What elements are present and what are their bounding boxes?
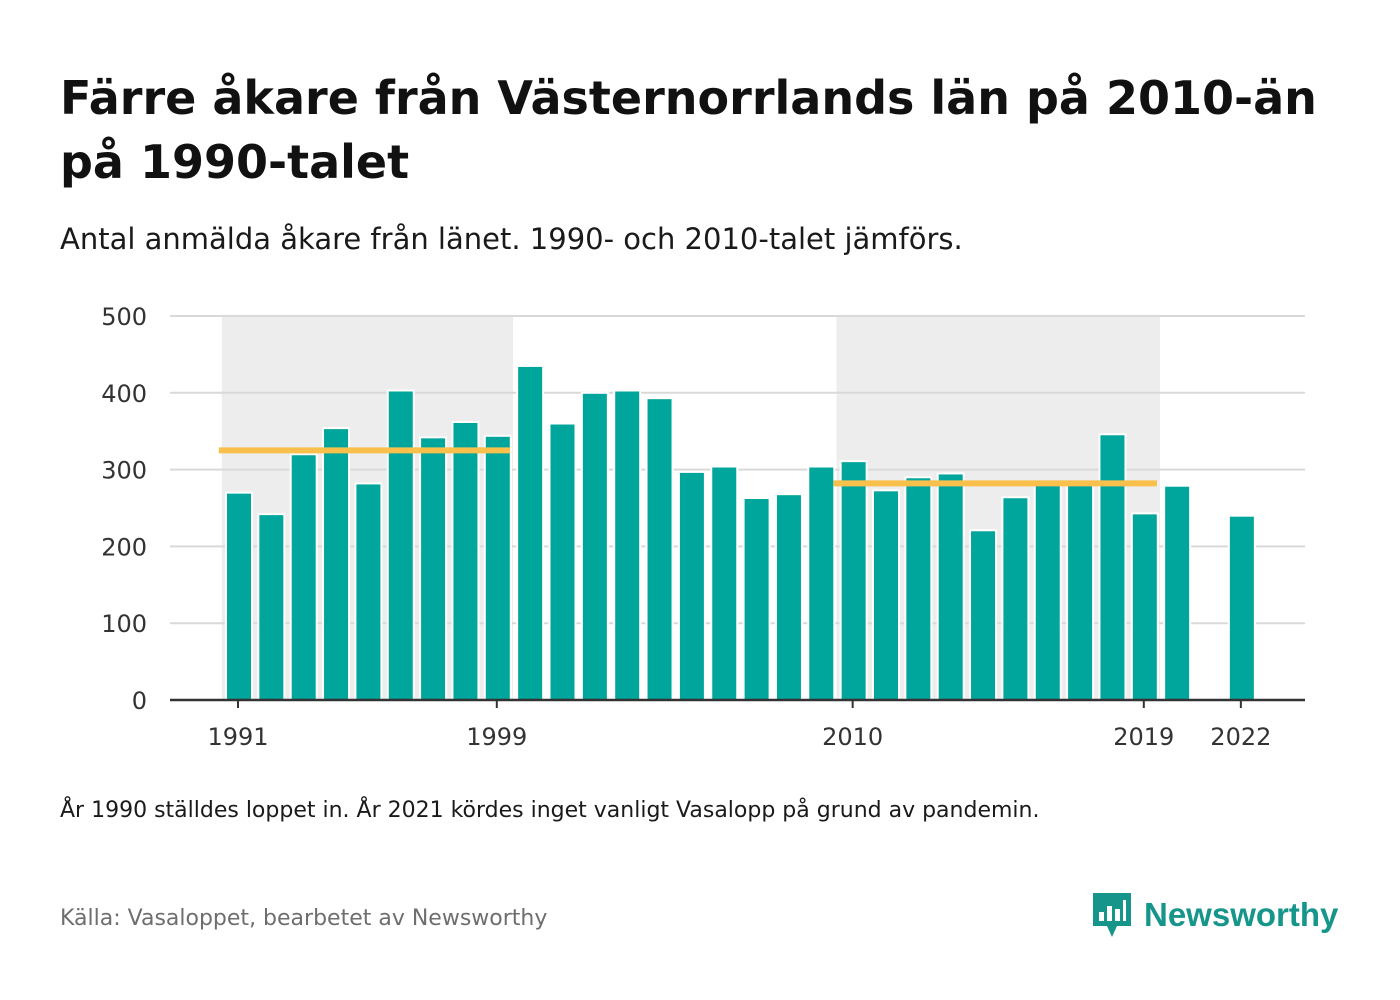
bar-1998 bbox=[451, 420, 480, 701]
y-axis-ticks: 0 100 200 300 400 500 bbox=[101, 303, 147, 715]
bar-2018 bbox=[1098, 433, 1127, 701]
bar-2001 bbox=[548, 422, 577, 702]
y-tick-label: 300 bbox=[101, 457, 147, 485]
bar-2005 bbox=[677, 470, 706, 701]
bar-1994 bbox=[322, 427, 351, 702]
bar-2020 bbox=[1163, 484, 1192, 701]
average-lines bbox=[218, 447, 1157, 487]
bar-2007 bbox=[742, 497, 771, 701]
bar-1992 bbox=[257, 513, 286, 701]
bar-2012 bbox=[904, 476, 933, 701]
x-tick-label: 1991 bbox=[207, 723, 268, 751]
bar-1991 bbox=[225, 491, 253, 701]
y-tick-label: 0 bbox=[132, 687, 147, 715]
bar-1996 bbox=[386, 389, 415, 701]
y-tick-label: 400 bbox=[101, 380, 147, 408]
brand-name: Newsworthy bbox=[1144, 896, 1339, 933]
source-text: Källa: Vasaloppet, bearbetet av Newswort… bbox=[60, 906, 548, 931]
bar-2017 bbox=[1066, 483, 1095, 701]
bar-2011 bbox=[872, 489, 900, 701]
bar-2009 bbox=[807, 465, 836, 701]
footnote: År 1990 ställdes loppet in. År 2021 körd… bbox=[60, 798, 1040, 823]
x-tick-label: 1999 bbox=[466, 723, 527, 751]
bar-1995 bbox=[354, 482, 383, 701]
y-tick-label: 500 bbox=[101, 303, 147, 331]
bar-2006 bbox=[710, 465, 739, 701]
bar-chart: 0 100 200 300 400 500 1991 1999 2010 2019 2022 bbox=[101, 303, 1305, 751]
brand-logo: Newsworthy bbox=[1090, 890, 1338, 940]
bar-2010 bbox=[839, 460, 868, 701]
bar-2003 bbox=[613, 389, 642, 701]
bar-2014 bbox=[969, 529, 998, 701]
bar-2019 bbox=[1130, 512, 1159, 701]
bar-2002 bbox=[580, 391, 609, 702]
chart-title: Färre åkare från Västernorrlands län på … bbox=[60, 71, 1317, 189]
bar-1999 bbox=[483, 434, 512, 701]
bar-chart-logo-icon bbox=[1093, 893, 1131, 937]
x-axis-ticks: 1991 1999 2010 2019 2022 bbox=[207, 700, 1271, 751]
x-tick-label: 2010 bbox=[822, 723, 883, 751]
bar-2015 bbox=[1001, 496, 1030, 701]
bar-2016 bbox=[1033, 483, 1062, 701]
bars bbox=[225, 364, 1256, 702]
bar-2008 bbox=[774, 493, 803, 701]
bar-2013 bbox=[936, 472, 965, 701]
bar-2000 bbox=[516, 364, 545, 701]
bar-1993 bbox=[289, 453, 318, 701]
x-tick-label: 2022 bbox=[1210, 723, 1271, 751]
bar-1997 bbox=[419, 436, 448, 701]
y-tick-label: 100 bbox=[101, 610, 147, 638]
bar-2022 bbox=[1227, 514, 1256, 701]
y-tick-label: 200 bbox=[101, 533, 147, 561]
x-tick-label: 2019 bbox=[1113, 723, 1174, 751]
bar-2004 bbox=[645, 397, 674, 702]
chart-subtitle: Antal anmälda åkare från länet. 1990- oc… bbox=[60, 222, 963, 256]
